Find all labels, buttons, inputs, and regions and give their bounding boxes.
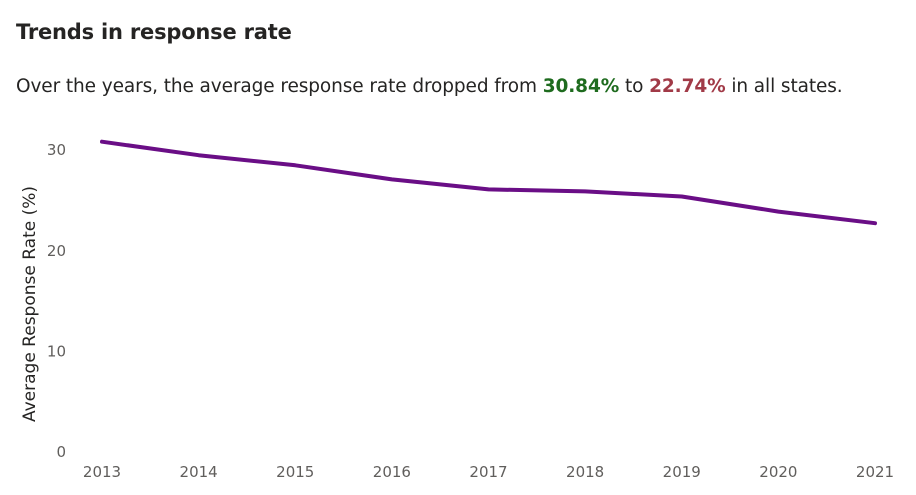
end-value-highlight: 22.74% [649, 76, 726, 97]
x-tick-label: 2020 [759, 463, 797, 481]
x-tick-label: 2017 [469, 463, 507, 481]
x-tick-label: 2016 [373, 463, 411, 481]
y-axis-title: Average Response Rate (%) [20, 186, 40, 422]
y-axis-ticks: 0 10 20 30 [47, 141, 66, 461]
subtitle-suffix: in all states. [725, 76, 843, 97]
x-tick-label: 2021 [856, 463, 894, 481]
y-tick-label: 30 [47, 141, 66, 159]
chart-title: Trends in response rate [16, 20, 292, 44]
x-tick-label: 2019 [663, 463, 701, 481]
x-tick-label: 2013 [83, 463, 121, 481]
y-axis-title-group: Average Response Rate (%) [20, 186, 40, 422]
y-tick-label: 20 [47, 242, 66, 260]
subtitle-prefix: Over the years, the average response rat… [16, 76, 543, 97]
subtitle-middle: to [619, 76, 650, 97]
x-tick-label: 2018 [566, 463, 604, 481]
x-axis-ticks: 2013 2014 2015 2016 2017 2018 2019 2020 2021 [83, 463, 894, 481]
start-value-highlight: 30.84% [542, 76, 620, 97]
series-line-0 [100, 139, 877, 226]
x-tick-label: 2014 [180, 463, 218, 481]
y-tick-label: 0 [56, 443, 66, 461]
y-tick-label: 10 [47, 342, 66, 360]
series-layer [100, 139, 877, 226]
x-tick-label: 2015 [276, 463, 314, 481]
chart-subtitle: Over the years, the average response rat… [16, 76, 843, 97]
